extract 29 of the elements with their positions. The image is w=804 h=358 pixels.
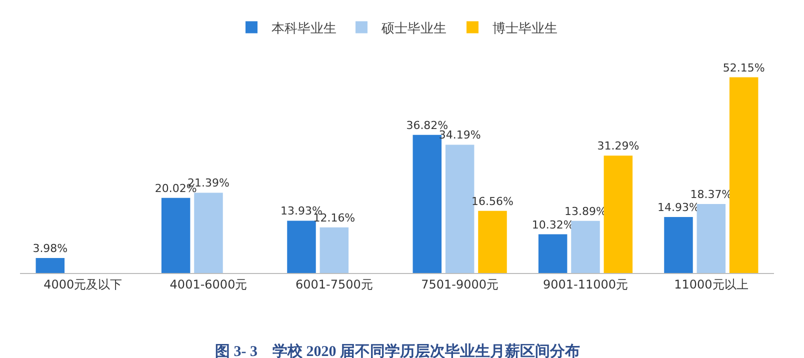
x-tick-label: 7501-9000元: [421, 277, 499, 292]
x-tick-label: 4001-6000元: [170, 277, 248, 292]
x-tick-label: 9001-11000元: [542, 277, 628, 292]
bar: [604, 156, 633, 273]
bar: [664, 216, 693, 273]
x-tick-label: 4000元及以下: [44, 277, 122, 292]
bar: [287, 220, 316, 273]
bar: [36, 258, 65, 273]
bar: [729, 77, 758, 273]
data-label: 10.32%: [532, 218, 574, 232]
legend-label: 博士毕业生: [492, 21, 558, 36]
data-label: 13.89%: [564, 204, 606, 218]
bar: [194, 192, 223, 273]
data-label: 14.93%: [658, 200, 700, 214]
data-label: 31.29%: [597, 140, 640, 153]
bar: [571, 220, 600, 273]
bar: [538, 234, 568, 273]
bar: [161, 198, 190, 273]
bar: [320, 227, 349, 273]
data-label: 52.15%: [722, 61, 765, 74]
bar: [445, 144, 474, 273]
data-label: 16.56%: [472, 194, 514, 208]
bar: [696, 204, 726, 273]
x-tick-label: 6001-7500元: [295, 277, 373, 292]
legend-label: 硕士毕业生: [380, 21, 446, 36]
x-tick-label: 11000元以上: [674, 277, 748, 292]
data-label: 3.98%: [32, 242, 68, 256]
bar: [478, 210, 507, 273]
legend-label: 本科毕业生: [272, 21, 336, 36]
